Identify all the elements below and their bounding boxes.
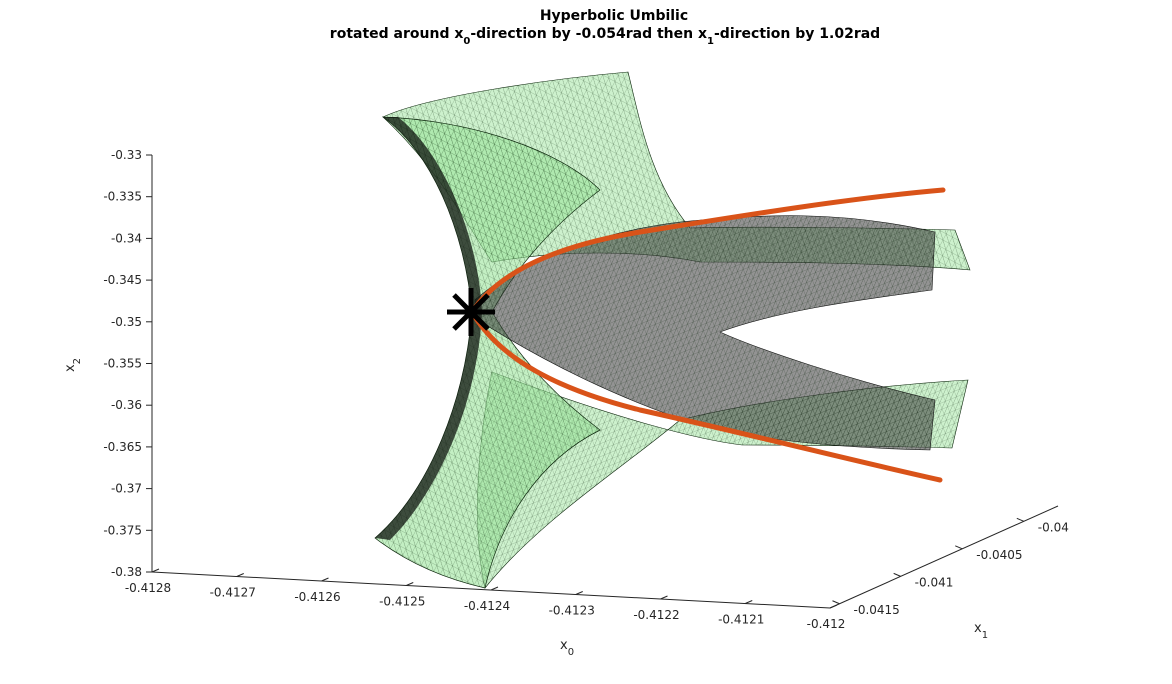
x-tick [575,591,583,595]
y-tick-label: -0.04 [1038,520,1069,534]
y-tick [893,572,901,577]
x-tick [151,568,160,573]
z-tick-label: -0.365 [103,440,142,454]
surface-edge-shading [375,117,482,540]
y-tick [832,600,840,605]
x-tick-label: -0.4128 [125,581,171,595]
x-tick [236,573,244,577]
tick-group: -0.33 -0.335 -0.34 -0.345 -0.35 -0.355 -0.36 -0… [103,148,1069,631]
y-axis-line [829,505,1059,609]
x-tick [321,577,329,582]
y-axis-label: x1 [974,621,988,641]
y-tick-label: -0.0415 [853,603,899,617]
umbilic-point-marker [447,288,495,336]
z-tick-label: -0.335 [103,190,142,204]
x-tick [490,586,499,591]
x-tick [660,595,668,600]
x-tick-label: -0.4123 [549,604,595,618]
z-tick-label: -0.355 [103,357,142,371]
z-tick-label: -0.36 [111,398,142,412]
x-tick [745,600,753,604]
x-tick-label: -0.4126 [294,590,340,604]
z-tick-label: -0.345 [103,273,142,287]
x-tick-label: -0.412 [807,617,846,631]
x-tick [406,582,414,586]
x-axis-label: x0 [560,638,574,658]
surface-plot [374,71,971,589]
z-tick-label: -0.35 [111,315,142,329]
x-tick-label: -0.4122 [633,608,679,622]
x-tick-label: -0.4127 [210,586,256,600]
x-tick-label: -0.4125 [379,595,425,609]
z-tick-label: -0.33 [111,148,142,162]
chart-subtitle: rotated around x0-direction by -0.054rad… [330,26,880,47]
y-tick-label: -0.041 [915,575,954,589]
z-tick-label: -0.38 [111,565,142,579]
fold-curve-upper [469,187,946,315]
z-tick-label: -0.34 [111,231,142,245]
z-axis-label: x2 [63,358,83,372]
z-tick-label: -0.375 [103,523,142,537]
z-tick-label: -0.37 [111,482,142,496]
fold-curves [469,187,946,483]
x-tick [829,604,838,609]
x-tick-label: -0.4124 [464,599,510,613]
fold-curve-lower [469,309,943,483]
chart-title: Hyperbolic Umbilic [540,8,688,24]
y-tick [955,545,963,550]
x-tick-label: -0.4121 [718,613,764,627]
y-tick [1016,517,1024,522]
y-tick-label: -0.0405 [976,548,1022,562]
